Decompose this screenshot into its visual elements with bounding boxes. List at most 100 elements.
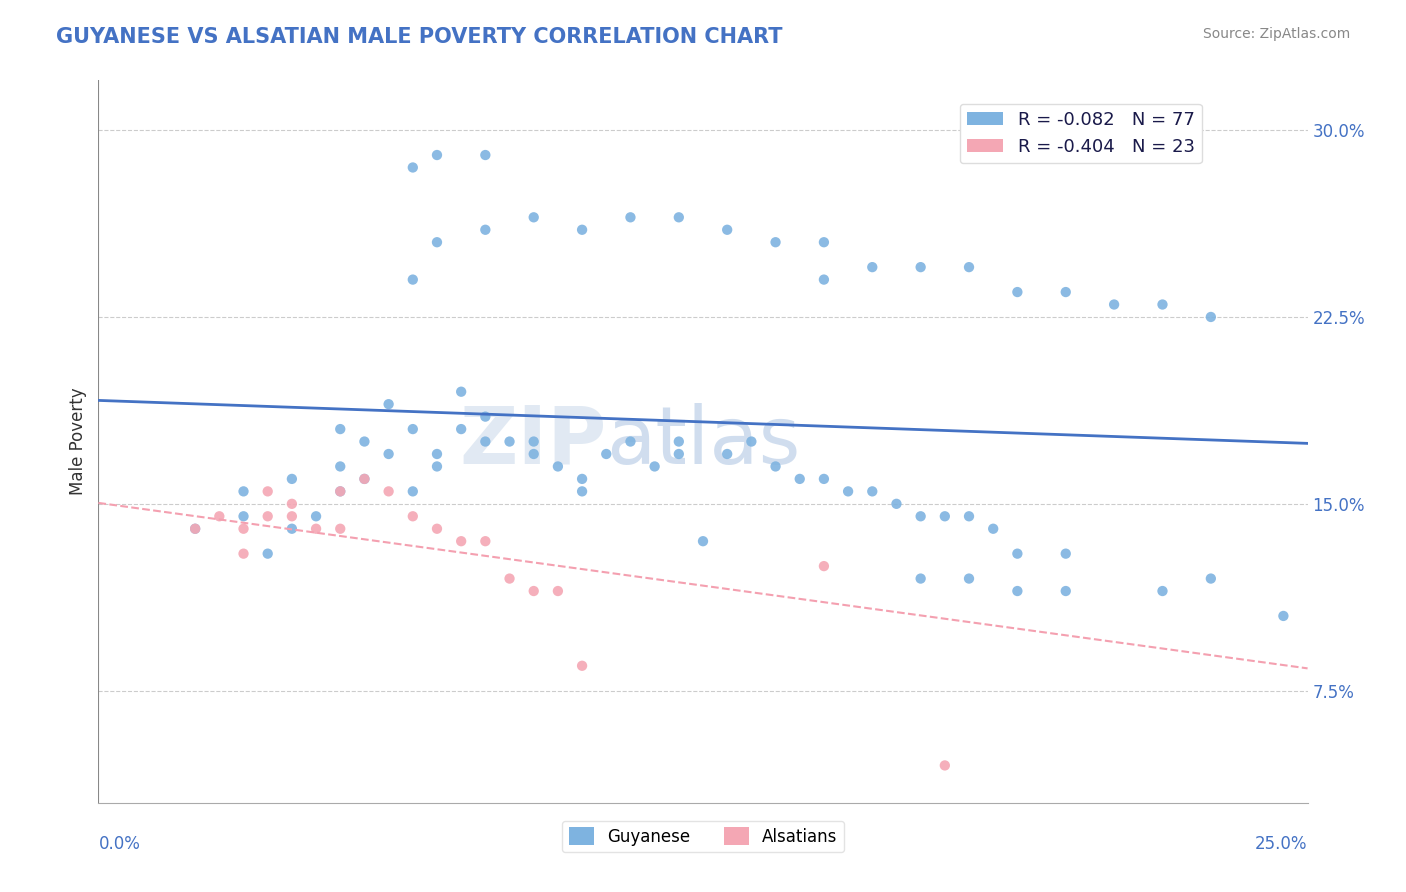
Text: GUYANESE VS ALSATIAN MALE POVERTY CORRELATION CHART: GUYANESE VS ALSATIAN MALE POVERTY CORREL…	[56, 27, 783, 46]
Point	[523, 584, 546, 599]
Point	[474, 409, 496, 424]
Point	[426, 447, 449, 461]
Point	[329, 484, 352, 499]
Point	[595, 447, 617, 461]
Point	[281, 522, 304, 536]
Point	[1199, 572, 1222, 586]
Point	[934, 758, 956, 772]
Point	[765, 459, 787, 474]
Point	[402, 509, 425, 524]
Point	[474, 534, 496, 549]
Point	[1102, 297, 1125, 311]
Text: ZIP: ZIP	[458, 402, 606, 481]
Point	[377, 484, 399, 499]
Point	[1152, 584, 1174, 599]
Point	[426, 148, 449, 162]
Point	[208, 509, 231, 524]
Point	[184, 522, 207, 536]
Point	[450, 384, 472, 399]
Point	[1054, 547, 1077, 561]
Point	[716, 447, 738, 461]
Point	[329, 522, 352, 536]
Point	[232, 509, 254, 524]
Point	[305, 509, 328, 524]
Point	[305, 522, 328, 536]
Point	[1054, 584, 1077, 599]
Point	[184, 522, 207, 536]
Point	[619, 211, 641, 225]
Point	[765, 235, 787, 250]
Point	[668, 447, 690, 461]
Point	[981, 522, 1004, 536]
Point	[619, 434, 641, 449]
Point	[402, 161, 425, 175]
Point	[547, 459, 569, 474]
Point	[426, 522, 449, 536]
Point	[813, 559, 835, 574]
Point	[232, 484, 254, 499]
Point	[1007, 547, 1029, 561]
Y-axis label: Male Poverty: Male Poverty	[69, 388, 87, 495]
Point	[716, 223, 738, 237]
Point	[523, 434, 546, 449]
Point	[329, 484, 352, 499]
Legend: Guyanese, Alsatians: Guyanese, Alsatians	[562, 821, 844, 852]
Text: atlas: atlas	[606, 402, 800, 481]
Point	[523, 447, 546, 461]
Point	[329, 459, 352, 474]
Point	[256, 547, 278, 561]
Point	[232, 522, 254, 536]
Point	[571, 472, 593, 486]
Point	[1007, 285, 1029, 299]
Point	[523, 211, 546, 225]
Point	[402, 484, 425, 499]
Point	[837, 484, 859, 499]
Point	[498, 434, 520, 449]
Point	[426, 235, 449, 250]
Point	[353, 472, 375, 486]
Point	[256, 484, 278, 499]
Point	[644, 459, 666, 474]
Point	[1152, 297, 1174, 311]
Point	[1007, 584, 1029, 599]
Point	[1054, 285, 1077, 299]
Point	[474, 223, 496, 237]
Point	[957, 509, 980, 524]
Point	[402, 422, 425, 436]
Point	[860, 484, 883, 499]
Point	[789, 472, 811, 486]
Point	[377, 397, 399, 411]
Point	[232, 547, 254, 561]
Point	[402, 272, 425, 286]
Point	[910, 572, 932, 586]
Point	[860, 260, 883, 274]
Point	[329, 422, 352, 436]
Point	[474, 148, 496, 162]
Point	[910, 509, 932, 524]
Point	[813, 272, 835, 286]
Point	[813, 472, 835, 486]
Point	[571, 484, 593, 499]
Point	[547, 584, 569, 599]
Point	[571, 223, 593, 237]
Point	[668, 211, 690, 225]
Point	[281, 497, 304, 511]
Point	[281, 509, 304, 524]
Point	[377, 447, 399, 461]
Point	[353, 472, 375, 486]
Point	[474, 434, 496, 449]
Point	[957, 572, 980, 586]
Point	[740, 434, 762, 449]
Point	[1272, 609, 1295, 624]
Text: 0.0%: 0.0%	[98, 835, 141, 853]
Point	[256, 509, 278, 524]
Point	[571, 658, 593, 673]
Text: Source: ZipAtlas.com: Source: ZipAtlas.com	[1202, 27, 1350, 41]
Point	[426, 459, 449, 474]
Point	[957, 260, 980, 274]
Point	[281, 472, 304, 486]
Text: 25.0%: 25.0%	[1256, 835, 1308, 853]
Point	[886, 497, 908, 511]
Point	[668, 434, 690, 449]
Point	[910, 260, 932, 274]
